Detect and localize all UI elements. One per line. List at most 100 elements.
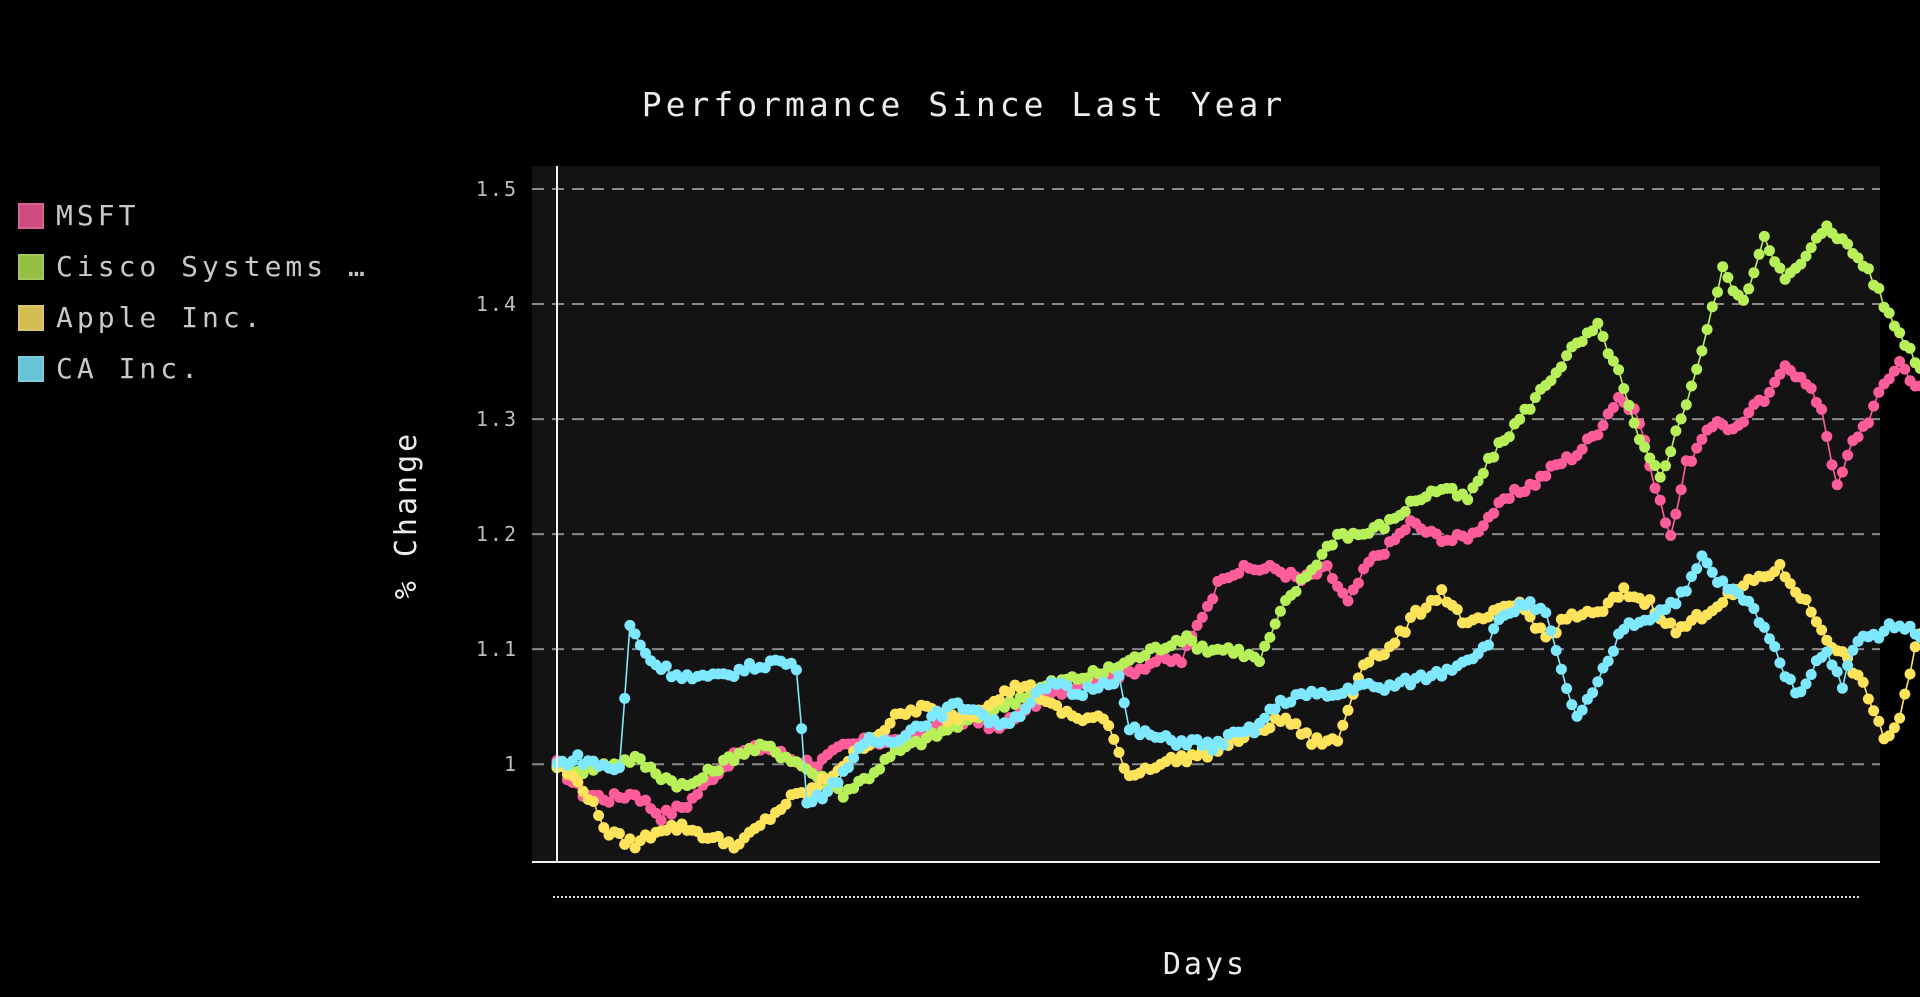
- data-point: [1774, 262, 1786, 274]
- data-point: [1529, 479, 1541, 491]
- data-point: [697, 772, 709, 784]
- data-point: [593, 810, 605, 821]
- data-point: [1363, 656, 1375, 668]
- data-point: [629, 628, 641, 640]
- data-point: [837, 791, 849, 803]
- legend-item[interactable]: Apple Inc.: [18, 292, 369, 343]
- data-point: [1025, 679, 1037, 691]
- data-point: [1607, 355, 1619, 367]
- legend-swatch: [18, 355, 44, 382]
- data-point: [1831, 479, 1843, 491]
- data-point: [1899, 363, 1911, 375]
- data-point: [1774, 558, 1786, 570]
- data-point: [1883, 730, 1895, 742]
- data-point: [1555, 361, 1567, 373]
- y-tick-label: 1.3: [476, 407, 518, 431]
- data-point: [1764, 245, 1775, 257]
- legend-swatch: [18, 253, 44, 280]
- data-point: [1748, 267, 1760, 279]
- data-point: [1852, 252, 1864, 264]
- data-point: [1748, 603, 1760, 614]
- data-point: [1686, 380, 1697, 392]
- data-point: [1758, 230, 1770, 242]
- legend-swatch: [18, 202, 44, 229]
- legend: MSFT Cisco Systems … Apple Inc. CA Inc.: [18, 190, 369, 394]
- data-point: [1805, 669, 1817, 680]
- legend-label: Apple Inc.: [56, 301, 265, 334]
- y-tick-label: 1.4: [476, 292, 518, 316]
- data-point: [1691, 442, 1703, 454]
- data-point: [655, 814, 667, 826]
- data-point: [1607, 402, 1619, 413]
- data-point: [1753, 248, 1765, 260]
- data-point: [1670, 598, 1682, 610]
- data-point: [1805, 606, 1817, 618]
- data-point: [1623, 399, 1635, 411]
- data-point: [1535, 622, 1547, 634]
- data-point: [1613, 364, 1625, 376]
- data-point: [1477, 520, 1489, 532]
- data-point: [1326, 573, 1338, 584]
- data-point: [1862, 417, 1874, 429]
- data-point: [1576, 704, 1588, 716]
- data-point: [1488, 507, 1500, 519]
- data-point: [1259, 640, 1271, 652]
- data-point: [613, 762, 625, 774]
- data-point: [666, 808, 677, 820]
- data-point: [1592, 429, 1604, 441]
- data-point: [1352, 577, 1364, 589]
- data-point: [1670, 425, 1682, 437]
- data-point: [1540, 470, 1552, 482]
- data-point: [1233, 567, 1245, 579]
- data-point: [1561, 683, 1573, 694]
- data-point: [1077, 690, 1089, 702]
- data-point: [660, 660, 672, 672]
- legend-label: CA Inc.: [56, 352, 203, 385]
- data-point: [1904, 620, 1916, 632]
- data-point: [1488, 451, 1500, 463]
- data-point: [1914, 363, 1920, 375]
- legend-item[interactable]: MSFT: [18, 190, 369, 241]
- data-point: [780, 798, 792, 810]
- data-point: [1654, 471, 1666, 483]
- data-point: [1826, 459, 1838, 471]
- data-point: [619, 692, 631, 704]
- data-point: [1914, 632, 1920, 643]
- data-point: [1108, 733, 1120, 745]
- data-point: [1639, 441, 1651, 453]
- data-point: [1738, 294, 1749, 306]
- data-point: [1665, 617, 1677, 629]
- y-tick-labels: 1 1.1 1.2 1.3 1.4 1.5: [476, 177, 518, 776]
- data-point: [1649, 482, 1661, 494]
- gridlines: [532, 188, 1880, 766]
- legend-item[interactable]: Cisco Systems …: [18, 241, 369, 292]
- data-point: [848, 752, 860, 764]
- data-point: [1784, 578, 1796, 590]
- data-point: [1894, 327, 1906, 339]
- data-point: [1378, 523, 1390, 535]
- data-point: [1883, 373, 1895, 385]
- data-point: [1337, 719, 1349, 731]
- data-point: [1399, 506, 1411, 517]
- data-point: [1774, 657, 1786, 669]
- data-point: [1196, 611, 1208, 623]
- data-point: [790, 664, 802, 676]
- data-point: [1821, 431, 1833, 442]
- data-point: [993, 694, 1005, 706]
- data-point: [1722, 272, 1734, 283]
- data-point: [1680, 399, 1692, 411]
- data-point: [1524, 403, 1536, 415]
- data-point: [1712, 286, 1723, 298]
- data-point: [1675, 484, 1687, 496]
- data-point: [1795, 258, 1807, 270]
- legend-item[interactable]: CA Inc.: [18, 343, 369, 394]
- data-point: [1248, 727, 1260, 739]
- data-point: [1628, 417, 1640, 429]
- data-point: [1576, 336, 1588, 347]
- data-point: [1472, 475, 1484, 487]
- data-point: [1051, 700, 1063, 711]
- data-point: [1743, 407, 1755, 419]
- data-point: [1686, 571, 1697, 582]
- data-point: [1207, 593, 1219, 605]
- data-point: [1821, 646, 1833, 658]
